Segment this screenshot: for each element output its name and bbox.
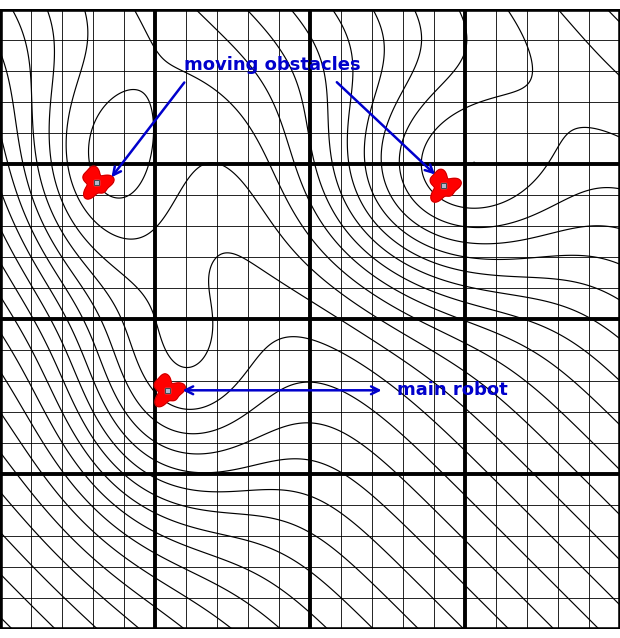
Bar — [165, 388, 170, 393]
Text: moving obstacles: moving obstacles — [185, 56, 361, 74]
Polygon shape — [83, 166, 114, 199]
Polygon shape — [154, 374, 185, 407]
Bar — [441, 183, 446, 188]
Bar — [165, 388, 170, 393]
Bar — [441, 183, 446, 188]
Text: main robot: main robot — [397, 382, 508, 399]
Bar — [94, 180, 99, 185]
Polygon shape — [430, 169, 461, 202]
Bar — [94, 180, 99, 185]
